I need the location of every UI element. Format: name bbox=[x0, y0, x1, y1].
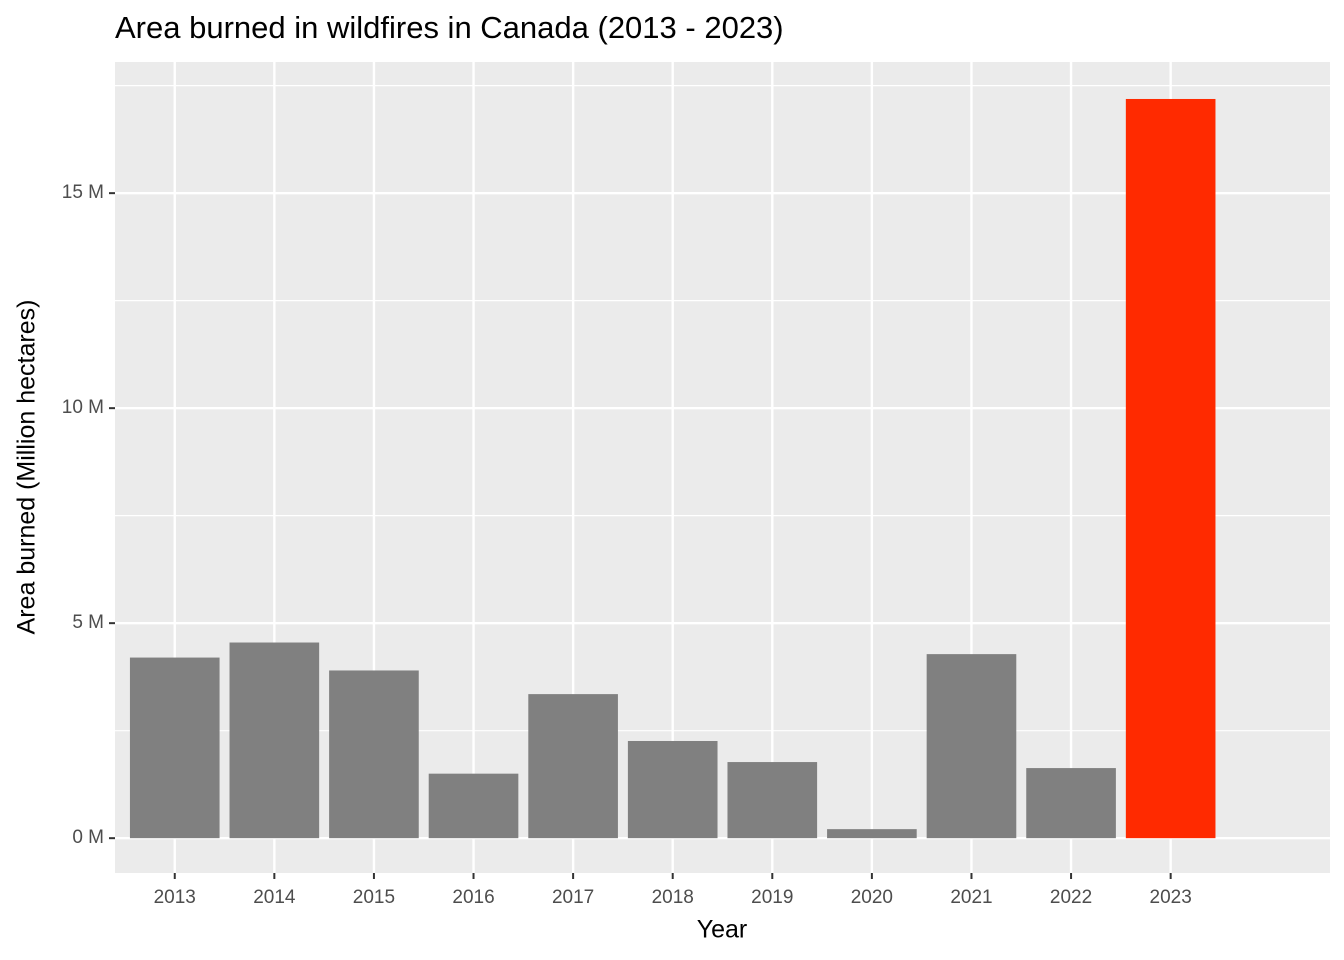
x-tick-label: 2016 bbox=[452, 887, 494, 908]
bar bbox=[1125, 98, 1216, 839]
y-tick-label: 5 M bbox=[72, 612, 104, 633]
x-tick-label: 2017 bbox=[552, 887, 594, 908]
y-tick-label: 0 M bbox=[72, 827, 104, 848]
x-tick-label: 2019 bbox=[751, 887, 793, 908]
bar bbox=[1026, 768, 1116, 839]
y-axis-title: Area burned (Million hectares) bbox=[13, 300, 41, 635]
x-tick-label: 2013 bbox=[154, 887, 196, 908]
y-tick-label: 15 M bbox=[62, 182, 104, 203]
bar bbox=[926, 654, 1017, 839]
bar bbox=[229, 642, 320, 839]
x-tick-label: 2022 bbox=[1050, 887, 1092, 908]
y-tick-label: 10 M bbox=[62, 397, 104, 418]
bar bbox=[329, 670, 419, 839]
x-axis-title: Year bbox=[697, 916, 748, 944]
x-tick-label: 2018 bbox=[652, 887, 694, 908]
x-tick-label: 2015 bbox=[353, 887, 395, 908]
bar bbox=[129, 657, 220, 839]
x-tick-label: 2020 bbox=[851, 887, 893, 908]
chart-title: Area burned in wildfires in Canada (2013… bbox=[115, 10, 784, 45]
x-tick-label: 2014 bbox=[253, 887, 296, 908]
bar bbox=[827, 829, 917, 839]
x-tick-label: 2021 bbox=[950, 887, 992, 908]
bar bbox=[428, 773, 519, 839]
bar bbox=[627, 740, 718, 839]
x-tick-label: 2023 bbox=[1150, 887, 1192, 908]
bar bbox=[528, 694, 618, 839]
bar bbox=[727, 762, 818, 839]
